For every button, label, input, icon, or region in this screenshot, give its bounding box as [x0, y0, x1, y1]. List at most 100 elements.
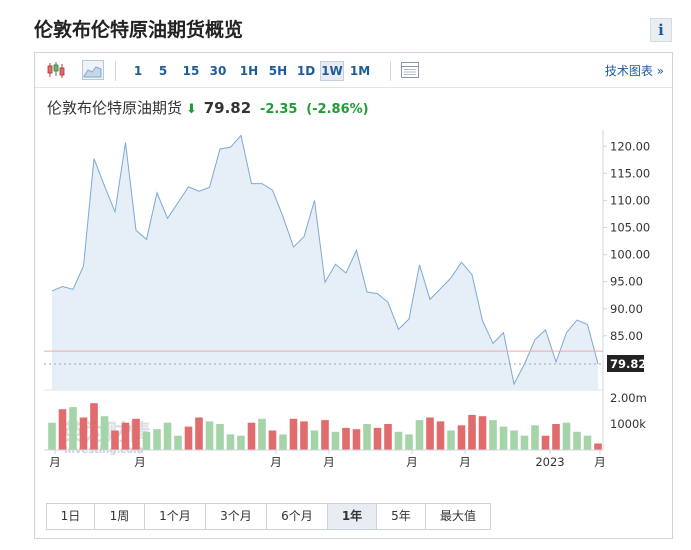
volume-bar	[457, 425, 466, 450]
volume-bar	[541, 435, 550, 450]
volume-bar	[520, 435, 529, 450]
last-price-badge-label: 79.82	[610, 357, 646, 371]
volume-bar	[384, 424, 392, 450]
chart-panel: 1 5 15 30 1H 5H 1D 1W 1M 技术图表 » 伦敦布伦特原油期货 ⬇ 79.82…	[34, 52, 673, 539]
volume-bar	[552, 424, 560, 450]
volume-bar	[300, 421, 308, 450]
y-tick-label: 110.00	[610, 193, 650, 207]
instrument-name: 伦敦布伦特原油期货	[47, 99, 183, 117]
toolbar-divider	[115, 61, 116, 81]
down-arrow-icon: ⬇	[186, 102, 197, 117]
technical-chart-link[interactable]: 技术图表 »	[604, 64, 664, 78]
x-tick-label: 月	[406, 455, 418, 469]
volume-bar	[279, 434, 287, 450]
volume-bar	[342, 427, 350, 450]
volume-bar	[415, 420, 424, 450]
volume-bar	[594, 443, 602, 450]
y-tick-label: 95.00	[610, 275, 643, 289]
volume-bar	[489, 420, 497, 450]
interval-1[interactable]: 1	[133, 64, 143, 78]
interval-1m[interactable]: 1M	[349, 64, 371, 78]
volume-bar	[310, 430, 319, 450]
interval-5h[interactable]: 5H	[268, 64, 288, 78]
x-tick-label: 2023	[535, 455, 564, 469]
last-price-badge	[607, 355, 644, 372]
info-button[interactable]: i	[650, 18, 672, 42]
volume-bar	[468, 414, 476, 450]
volume-bar	[111, 430, 119, 450]
volume-bar	[153, 429, 161, 450]
volume-bar	[562, 422, 571, 450]
volume-bar	[289, 418, 298, 450]
range-button-6[interactable]: 5年	[377, 504, 426, 529]
page-title: 伦敦布伦特原油期货概览	[34, 19, 244, 41]
range-button-4[interactable]: 6个月	[267, 504, 328, 529]
price-change-percent: (-2.86%)	[306, 102, 369, 117]
volume-bar	[394, 431, 403, 450]
volume-bar	[48, 422, 56, 450]
volume-bar	[90, 403, 98, 450]
volume-bar	[79, 417, 88, 450]
volume-bar	[447, 430, 455, 450]
range-button-0[interactable]: 1日	[47, 504, 95, 529]
toolbar-divider	[390, 61, 391, 81]
volume-bar	[268, 430, 277, 450]
volume-tick-label: 2.00m	[610, 391, 647, 405]
range-button-7[interactable]: 最大值	[439, 509, 476, 523]
x-tick-label: 月	[270, 455, 282, 469]
time-range-selector: 1日 1周 1个月 3个月 6个月 1年 5年 最大值	[46, 503, 491, 530]
y-tick-label: 115.00	[610, 166, 650, 180]
interval-5[interactable]: 5	[158, 64, 168, 78]
volume-bar	[583, 435, 592, 450]
volume-bar	[58, 409, 67, 450]
volume-bar	[510, 430, 518, 450]
volume-bar	[426, 417, 434, 450]
volume-bar	[195, 417, 203, 450]
range-button-5[interactable]: 1年	[328, 504, 377, 529]
range-button-3[interactable]: 3个月	[206, 504, 267, 529]
volume-bar	[573, 431, 581, 450]
area-chart-icon[interactable]	[82, 60, 104, 80]
y-tick-label: 85.00	[610, 329, 643, 343]
volume-bar	[205, 421, 214, 450]
volume-bar	[163, 422, 172, 450]
data-table-icon[interactable]	[399, 60, 421, 80]
volume-bar	[237, 435, 245, 450]
volume-bar	[121, 422, 130, 450]
volume-bar	[258, 418, 266, 450]
interval-30[interactable]: 30	[209, 64, 227, 78]
x-tick-label: 月	[594, 455, 606, 469]
price-line	[51, 134, 599, 386]
y-tick-label: 120.00	[610, 139, 650, 153]
x-tick-label: 月	[49, 455, 61, 469]
chart-toolbar: 1 5 15 30 1H 5H 1D 1W 1M 技术图表 »	[35, 53, 672, 88]
volume-bar	[331, 431, 340, 450]
x-tick-label: 月	[459, 455, 471, 469]
range-button-2[interactable]: 1个月	[145, 504, 206, 529]
interval-15[interactable]: 15	[182, 64, 200, 78]
x-tick-label: 月	[323, 455, 335, 469]
volume-bar	[247, 422, 256, 450]
interval-1h[interactable]: 1H	[239, 64, 259, 78]
last-price: 79.82	[203, 99, 252, 117]
volume-bar	[405, 434, 413, 450]
price-area	[52, 135, 598, 390]
volume-bar	[321, 420, 329, 450]
volume-bar	[132, 418, 140, 450]
volume-bar	[69, 407, 77, 450]
candlestick-icon[interactable]	[45, 60, 67, 80]
y-tick-label: 105.00	[610, 221, 650, 235]
volume-bar	[499, 426, 508, 450]
volume-bar	[226, 434, 235, 450]
volume-tick-label: 1000k	[610, 417, 646, 431]
range-button-1[interactable]: 1周	[95, 504, 145, 529]
y-tick-label: 90.00	[610, 302, 643, 316]
volume-bar	[478, 416, 487, 450]
volume-bar	[531, 425, 539, 450]
interval-1w[interactable]: 1W	[320, 61, 344, 81]
volume-bar	[373, 427, 382, 450]
volume-bar	[142, 431, 151, 450]
interval-1d[interactable]: 1D	[296, 64, 316, 78]
volume-bar	[436, 421, 445, 450]
